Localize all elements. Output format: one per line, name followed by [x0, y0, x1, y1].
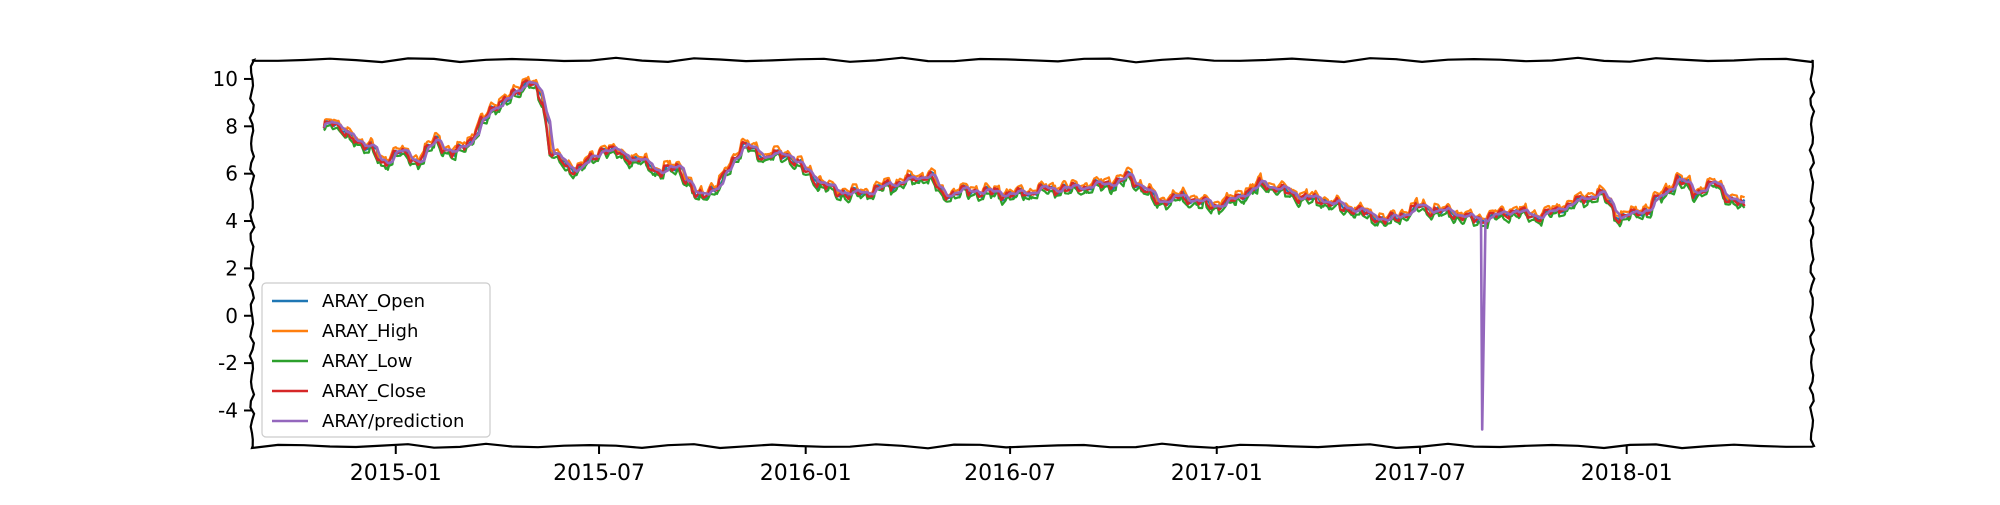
series-line-aray-close [322, 79, 1746, 226]
x-tick-label: 2018-01 [1581, 461, 1673, 486]
y-tick-label: 4 [225, 209, 238, 233]
legend-label: ARAY_High [322, 321, 418, 342]
x-tick-label: 2016-01 [760, 461, 852, 486]
y-tick-label: 6 [225, 162, 238, 186]
legend-box [261, 282, 491, 438]
series-line-aray-prediction [322, 80, 1746, 431]
x-tick-label: 2017-07 [1374, 461, 1466, 486]
legend-label: ARAY/prediction [322, 411, 464, 432]
y-tick-label: 2 [225, 256, 238, 280]
legend-label: ARAY_Low [322, 351, 412, 372]
series-line-aray-open [323, 79, 1746, 226]
y-tick-label: -4 [218, 398, 238, 422]
legend: ARAY_Open ARAY_High ARAY_Low ARAY_Close ARAY… [261, 282, 491, 438]
series-layer [322, 75, 1746, 431]
series-line-aray-low [323, 82, 1746, 230]
x-tick-label: 2016-07 [964, 461, 1056, 486]
x-tick-label: 2015-01 [350, 461, 442, 486]
series-line-aray-high [322, 75, 1745, 223]
legend-label: ARAY_Close [322, 381, 426, 402]
y-tick-label: 8 [225, 114, 238, 138]
y-tick-label: 10 [213, 67, 238, 91]
plot-frame [248, 56, 1816, 450]
axis-layer: 10 8 6 4 2 0 -2 -4 2015-01 2015-07 2016-01 2016-07 2… [213, 67, 1673, 486]
x-tick-label: 2015-07 [553, 461, 645, 486]
y-tick-label: -2 [218, 351, 238, 375]
x-tick-label: 2017-01 [1171, 461, 1263, 486]
y-tick-label: 0 [225, 304, 238, 328]
legend-label: ARAY_Open [322, 291, 425, 312]
